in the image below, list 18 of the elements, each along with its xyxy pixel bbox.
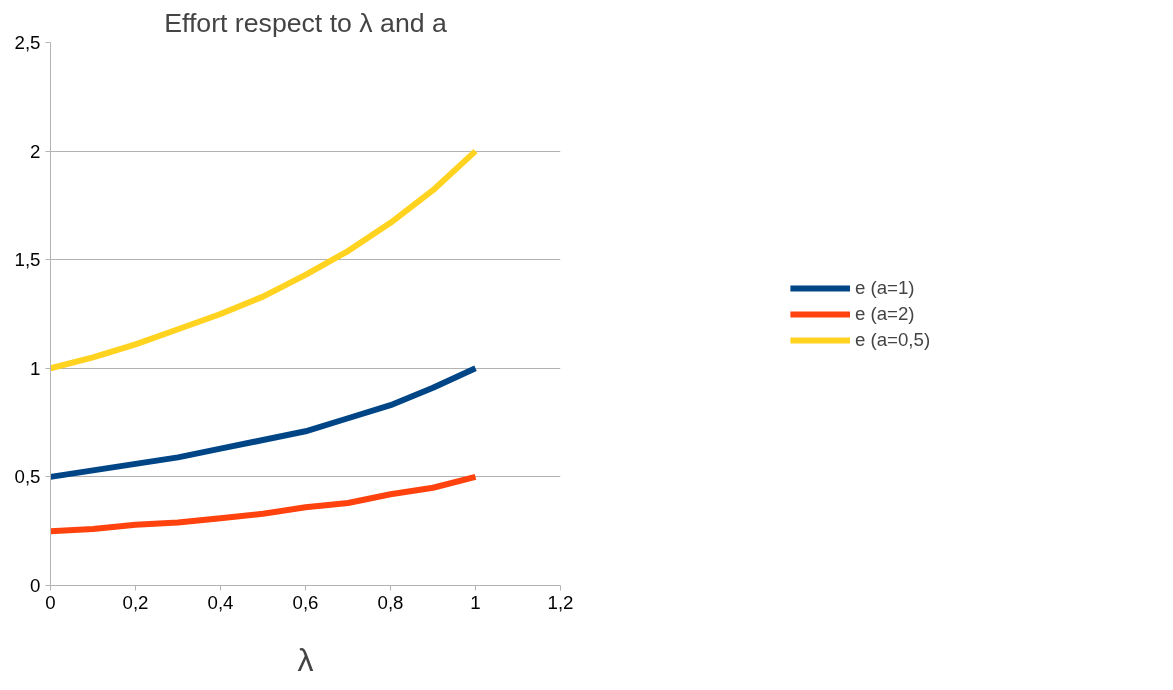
y-tick-label: 2 (30, 140, 41, 162)
legend-label: e (a=2) (854, 302, 915, 325)
x-tick-label: 1 (470, 591, 481, 613)
x-axis-title: λ (297, 641, 314, 678)
legend-label: e (a=0,5) (854, 328, 931, 351)
x-tick-label: 1,2 (547, 591, 574, 613)
x-tick-label: 0,4 (207, 591, 234, 613)
x-tick-label: 0,2 (122, 591, 149, 613)
x-tick-label: 0,6 (292, 591, 319, 613)
y-tick-label: 1 (30, 357, 41, 379)
x-tick-label: 0,8 (377, 591, 404, 613)
chart-title: Effort respect to λ and a (164, 7, 447, 38)
y-tick-label: 1,5 (14, 249, 41, 271)
x-tick-label: 0 (45, 591, 56, 613)
y-tick-label: 0 (30, 575, 41, 596)
y-tick-label: 2,5 (14, 32, 41, 53)
legend-label: e (a=1) (854, 276, 915, 299)
y-tick-label: 0,5 (14, 466, 41, 488)
